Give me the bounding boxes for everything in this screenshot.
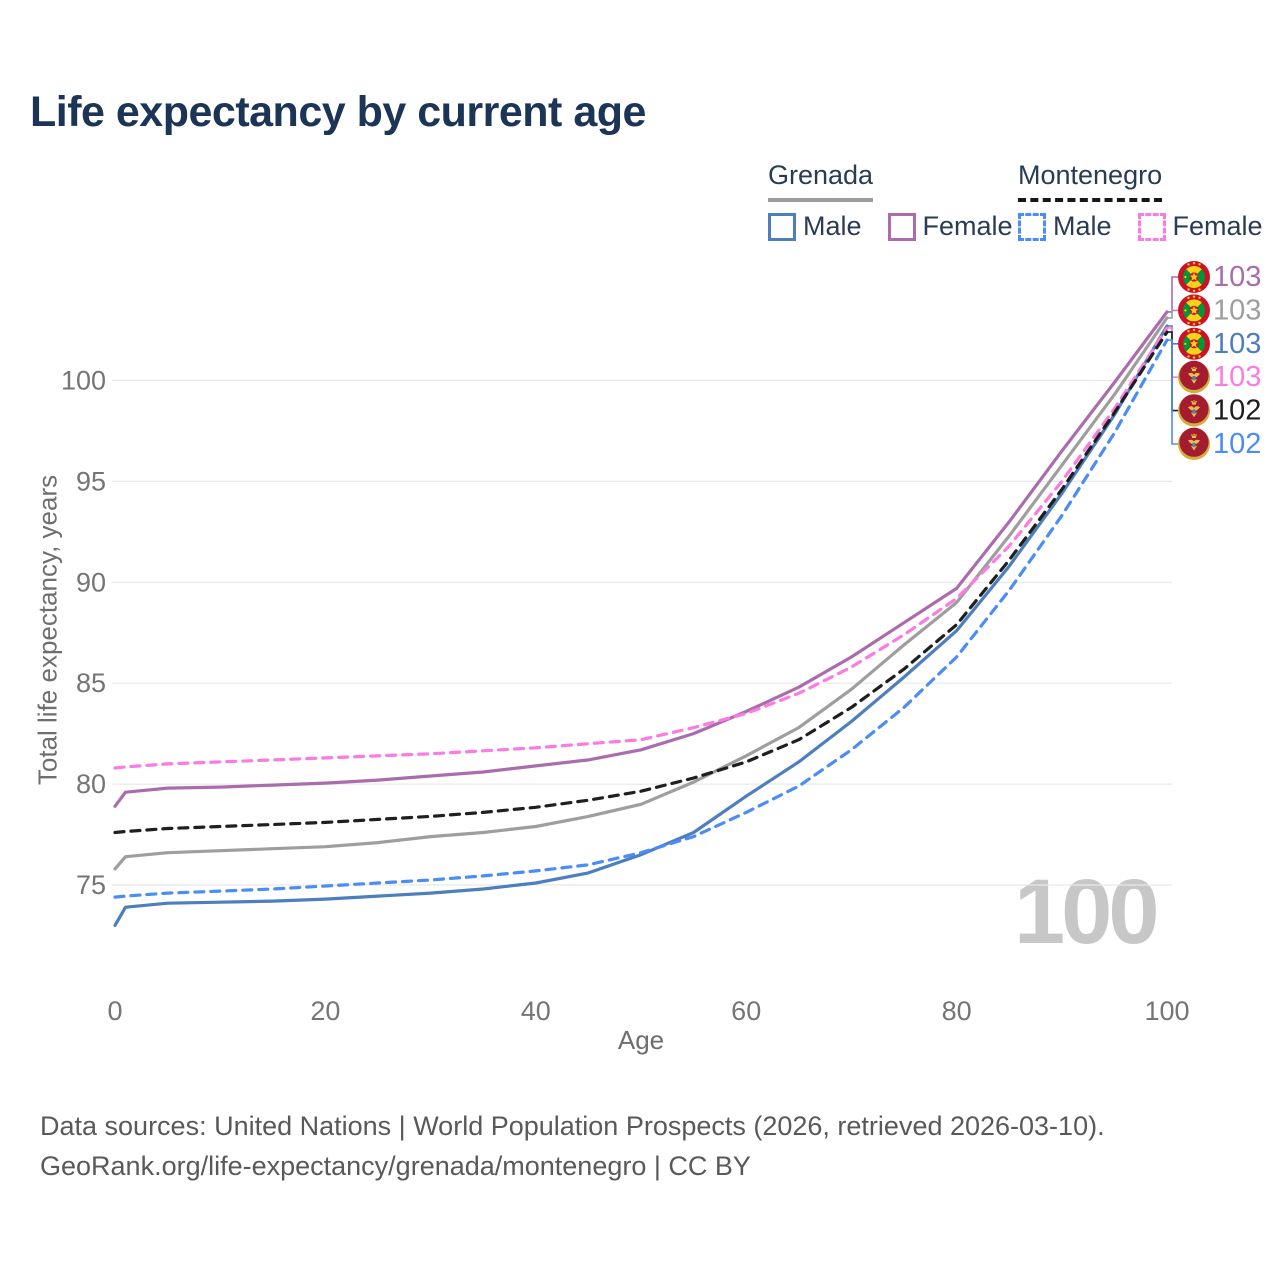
x-tick-label: 40 xyxy=(521,996,551,1026)
x-axis-title: Age xyxy=(618,1025,664,1055)
x-tick-label: 80 xyxy=(942,996,972,1026)
x-tick-label: 0 xyxy=(107,996,122,1026)
y-tick-label: 90 xyxy=(76,567,106,597)
legend-item-label: Female xyxy=(1172,211,1263,241)
footer-data-sources: Data sources: United Nations | World Pop… xyxy=(40,1111,1105,1141)
series-line-montenegro-female xyxy=(113,326,1169,770)
y-tick-label: 80 xyxy=(76,769,106,799)
end-label-connector xyxy=(1167,309,1178,319)
x-tick-label: 100 xyxy=(1144,996,1189,1026)
legend-item-montenegro-female[interactable]: Female xyxy=(1137,211,1263,242)
legend-item-montenegro-male[interactable]: Male xyxy=(1018,211,1112,242)
legend-country-montenegro[interactable]: Montenegro xyxy=(1018,160,1163,202)
end-label-value-grenada-male: 103 xyxy=(1213,328,1261,360)
legend-group-montenegro: Montenegro Male Female xyxy=(1018,160,1263,242)
footer-attribution: Data sources: United Nations | World Pop… xyxy=(40,1106,1105,1186)
y-tick-label: 85 xyxy=(76,668,106,698)
x-tick-label: 20 xyxy=(310,996,340,1026)
end-label-value-montenegro-female: 103 xyxy=(1213,361,1261,393)
y-axis-title: Total life expectancy, years xyxy=(32,474,63,786)
grenada-female-swatch-icon xyxy=(887,212,916,241)
x-tick-label: 60 xyxy=(731,996,761,1026)
flag-grenada-icon xyxy=(1178,327,1210,360)
series-line-grenada-male xyxy=(113,324,1169,928)
series-line-grenada-total xyxy=(113,316,1169,871)
legend-item-label: Female xyxy=(922,211,1013,241)
legend-country-grenada[interactable]: Grenada xyxy=(768,160,874,202)
end-label-value-montenegro-male: 102 xyxy=(1213,428,1261,460)
end-label-value-grenada-female: 103 xyxy=(1213,261,1261,293)
montenegro-female-swatch-icon xyxy=(1137,212,1166,241)
series-line-montenegro-male xyxy=(113,338,1169,899)
end-label-connector xyxy=(1167,339,1178,445)
flag-grenada-icon xyxy=(1178,294,1210,327)
hover-age-watermark: 100 xyxy=(1014,861,1159,963)
flag-montenegro-icon xyxy=(1178,360,1210,394)
end-label-value-grenada-total: 103 xyxy=(1213,294,1261,326)
y-tick-label: 75 xyxy=(76,870,106,900)
page-title: Life expectancy by current age xyxy=(30,88,646,136)
series-line-grenada-female xyxy=(113,310,1169,808)
legend-item-label: Male xyxy=(803,211,862,241)
end-label-connector xyxy=(1167,276,1178,313)
series-line-montenegro-total xyxy=(113,330,1169,835)
flag-grenada-icon xyxy=(1178,261,1210,293)
montenegro-male-swatch-icon xyxy=(1018,212,1046,241)
end-label-value-montenegro-total: 102 xyxy=(1213,395,1261,427)
y-tick-label: 100 xyxy=(61,366,106,396)
legend-item-grenada-female[interactable]: Female xyxy=(887,211,1013,242)
footer-url: GeoRank.org/life-expectancy/grenada/mont… xyxy=(40,1151,751,1181)
y-tick-label: 95 xyxy=(76,466,106,496)
legend-item-grenada-male[interactable]: Male xyxy=(768,211,862,242)
grenada-male-swatch-icon xyxy=(768,212,796,241)
flag-montenegro-icon xyxy=(1178,427,1210,460)
legend-group-grenada: Grenada Male Female xyxy=(768,160,1013,242)
flag-montenegro-icon xyxy=(1178,394,1210,427)
legend-item-label: Male xyxy=(1053,211,1112,241)
